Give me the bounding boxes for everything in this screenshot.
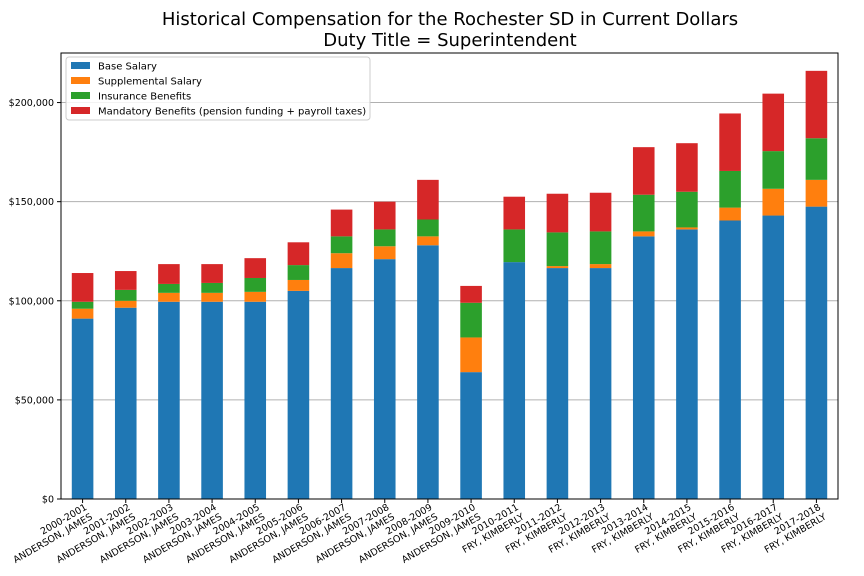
bar-segment-mandatory — [114, 271, 137, 290]
bar-segment-base — [244, 301, 267, 499]
y-tick-label: $150,000 — [9, 197, 54, 208]
bar-segment-mandatory — [632, 147, 655, 195]
bar-segment-insurance — [460, 302, 482, 338]
bar-segment-insurance — [589, 231, 612, 265]
legend-swatch — [71, 107, 90, 114]
bar-segment-insurance — [762, 151, 785, 189]
bar-segment-supplemental — [546, 266, 569, 269]
legend-box — [65, 56, 371, 121]
bar-segment-supplemental — [632, 231, 655, 237]
bars — [71, 70, 828, 499]
bar-segment-mandatory — [676, 143, 698, 192]
bar-segment-mandatory — [373, 201, 396, 230]
chart-title: Historical Compensation for the Rocheste… — [162, 9, 738, 30]
bar-segment-supplemental — [589, 264, 612, 269]
bar-segment-insurance — [373, 229, 396, 247]
bar-segment-mandatory — [330, 209, 353, 237]
y-tick-label: $0 — [42, 495, 54, 506]
bar-segment-insurance — [71, 301, 94, 309]
y-axis: $0 $50,000 $100,000 $150,000 $200,000 — [9, 98, 61, 506]
bar-segment-base — [330, 268, 353, 499]
bar-segment-supplemental — [244, 291, 267, 302]
legend: Base Salary Supplemental Salary Insurance … — [65, 56, 371, 121]
bar-segment-insurance — [632, 194, 655, 232]
bar-segment-base — [114, 307, 137, 499]
bar-segment-base — [676, 229, 698, 499]
bar-segment-base — [71, 318, 94, 499]
bar-segment-base — [373, 259, 396, 499]
bar-segment-insurance — [805, 138, 828, 180]
bar-segment-insurance — [201, 282, 223, 293]
bar-segment-supplemental — [201, 292, 223, 302]
bar-segment-insurance — [244, 277, 267, 292]
bar-segment-insurance — [676, 191, 698, 228]
bar-segment-mandatory — [503, 196, 526, 230]
chart-subtitle: Duty Title = Superintendent — [323, 30, 576, 51]
bar-segment-base — [719, 220, 741, 499]
bar-segment-supplemental — [719, 207, 741, 221]
bar-segment-supplemental — [805, 179, 828, 207]
bar-segment-mandatory — [201, 264, 223, 283]
bar-segment-base — [762, 215, 785, 499]
bar-segment-insurance — [158, 283, 180, 293]
bar-segment-base — [460, 372, 482, 499]
bar-segment-mandatory — [546, 193, 569, 233]
bar-segment-mandatory — [762, 93, 785, 152]
bar-segment-base — [546, 268, 569, 499]
bar-segment-supplemental — [158, 292, 180, 302]
bar-segment-base — [805, 206, 828, 499]
bar-segment-supplemental — [287, 279, 310, 291]
bar-segment-mandatory — [71, 273, 94, 302]
bar-segment-mandatory — [719, 113, 741, 171]
legend-label: Supplemental Salary — [98, 77, 202, 88]
bar-segment-insurance — [330, 236, 353, 254]
bar-segment-supplemental — [71, 308, 94, 319]
bar-segment-insurance — [503, 229, 526, 263]
bar-segment-insurance — [719, 170, 741, 208]
bar-segment-mandatory — [158, 264, 180, 284]
bar-segment-supplemental — [373, 246, 396, 260]
bar-segment-base — [287, 290, 310, 499]
bar-segment-supplemental — [460, 337, 482, 373]
bar-segment-mandatory — [589, 192, 612, 232]
bar-segment-base — [201, 301, 223, 499]
y-tick-label: $100,000 — [9, 296, 54, 307]
legend-swatch — [71, 77, 90, 84]
bar-segment-base — [632, 236, 655, 499]
bar-segment-insurance — [546, 232, 569, 267]
plot-frame — [60, 52, 839, 500]
legend-label: Base Salary — [98, 62, 157, 73]
bar-segment-supplemental — [762, 188, 785, 216]
bar-segment-mandatory — [805, 70, 828, 139]
bar-segment-base — [417, 245, 439, 499]
y-tick-label: $200,000 — [9, 98, 54, 109]
bar-segment-base — [589, 268, 612, 499]
bar-segment-supplemental — [330, 253, 353, 269]
bar-segment-mandatory — [287, 242, 310, 266]
bar-segment-insurance — [417, 219, 439, 237]
bar-segment-mandatory — [417, 179, 439, 220]
bar-segment-base — [503, 262, 526, 499]
bar-segment-insurance — [287, 265, 310, 280]
bar-segment-supplemental — [114, 300, 137, 308]
legend-swatch — [71, 92, 90, 99]
legend-label: Mandatory Benefits (pension funding + pa… — [98, 107, 366, 118]
bar-segment-base — [158, 301, 180, 499]
bar-segment-insurance — [114, 289, 137, 301]
y-tick-label: $50,000 — [15, 395, 54, 406]
bar-segment-mandatory — [460, 285, 482, 303]
legend-label: Insurance Benefits — [98, 92, 191, 103]
bar-segment-supplemental — [676, 227, 698, 230]
bar-segment-mandatory — [244, 258, 267, 278]
legend-swatch — [71, 62, 90, 69]
bar-segment-supplemental — [417, 236, 439, 246]
